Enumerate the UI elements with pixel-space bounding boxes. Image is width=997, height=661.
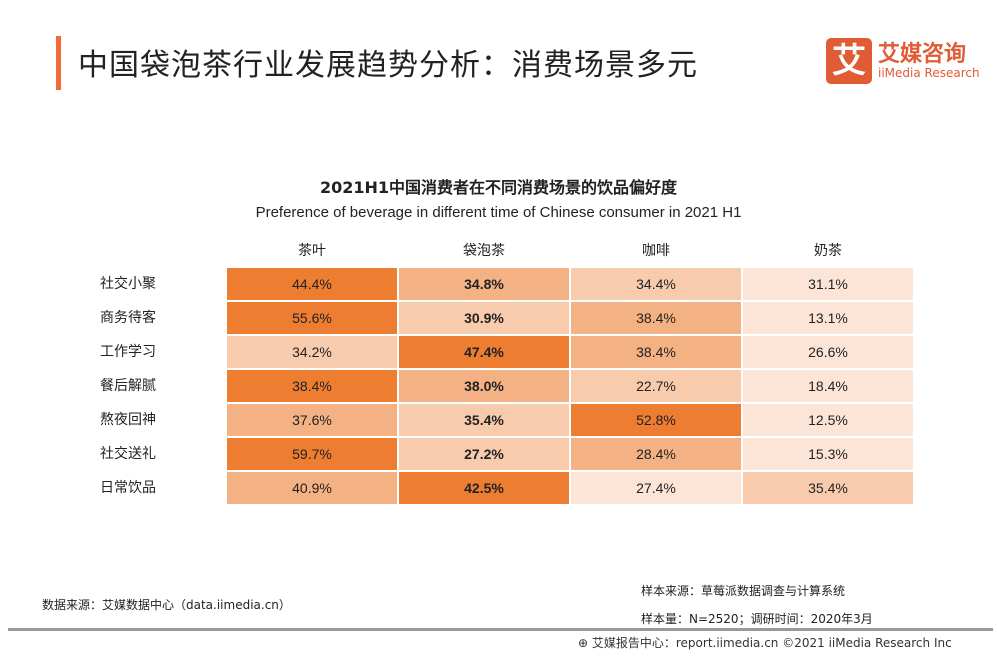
chart-subtitle: Preference of beverage in different time… — [255, 204, 742, 221]
heatmap-cell: 34.4% — [571, 268, 741, 300]
column-header: 茶叶 — [298, 243, 326, 259]
heatmap-cell: 47.4% — [399, 336, 569, 368]
heatmap-cell: 35.4% — [399, 404, 569, 436]
copyright: ⊕ 艾媒报告中心：report.iimedia.cn ©2021 iiMedia… — [578, 636, 952, 650]
logo-text-en: iiMedia Research — [878, 66, 980, 80]
heatmap-cell: 55.6% — [227, 302, 397, 334]
heatmap-cell: 28.4% — [571, 438, 741, 470]
data-source: 数据来源：艾媒数据中心（data.iimedia.cn） — [42, 598, 291, 612]
logo-icon: 艾 — [826, 38, 872, 84]
heatmap-cell: 38.4% — [571, 336, 741, 368]
heatmap-cell: 26.6% — [743, 336, 913, 368]
chart-title: 2021H1中国消费者在不同消费场景的饮品偏好度 — [319, 178, 678, 197]
heatmap-cell: 15.3% — [743, 438, 913, 470]
heatmap-cell: 52.8% — [571, 404, 741, 436]
row-label: 社交小聚 — [100, 276, 156, 292]
row-label: 社交送礼 — [100, 446, 156, 462]
row-label: 工作学习 — [100, 344, 156, 360]
heatmap-cell: 42.5% — [399, 472, 569, 504]
heatmap-cell: 30.9% — [399, 302, 569, 334]
heatmap-cell: 59.7% — [227, 438, 397, 470]
heatmap-cell: 27.4% — [571, 472, 741, 504]
heatmap-cell: 34.2% — [227, 336, 397, 368]
column-header: 袋泡茶 — [463, 243, 505, 259]
divider — [8, 628, 993, 631]
heatmap-cell: 22.7% — [571, 370, 741, 402]
heatmap-cell: 37.6% — [227, 404, 397, 436]
title-accent-bar — [56, 36, 61, 90]
heatmap-cell: 38.4% — [227, 370, 397, 402]
heatmap-cell: 31.1% — [743, 268, 913, 300]
column-header: 奶茶 — [814, 243, 842, 259]
row-label: 餐后解腻 — [100, 378, 156, 394]
heatmap-cell: 12.5% — [743, 404, 913, 436]
sample-size: 样本量：N=2520；调研时间：2020年3月 — [641, 612, 873, 626]
sample-source: 样本来源：草莓派数据调查与计算系统 — [641, 584, 846, 598]
row-label: 日常饮品 — [100, 480, 156, 496]
heatmap-cell: 13.1% — [743, 302, 913, 334]
heatmap-cell: 40.9% — [227, 472, 397, 504]
logo-text-cn: 艾媒咨询 — [878, 42, 967, 67]
heatmap-cell: 34.8% — [399, 268, 569, 300]
heatmap-cell: 44.4% — [227, 268, 397, 300]
heatmap-cell: 38.0% — [399, 370, 569, 402]
row-label: 熬夜回神 — [100, 412, 156, 428]
heatmap-cell: 35.4% — [743, 472, 913, 504]
heatmap-cell: 38.4% — [571, 302, 741, 334]
heatmap-cell: 18.4% — [743, 370, 913, 402]
heatmap-cell: 27.2% — [399, 438, 569, 470]
row-label: 商务待客 — [100, 310, 156, 326]
column-header: 咖啡 — [642, 243, 670, 259]
page-title: 中国袋泡茶行业发展趋势分析：消费场景多元 — [78, 48, 698, 83]
